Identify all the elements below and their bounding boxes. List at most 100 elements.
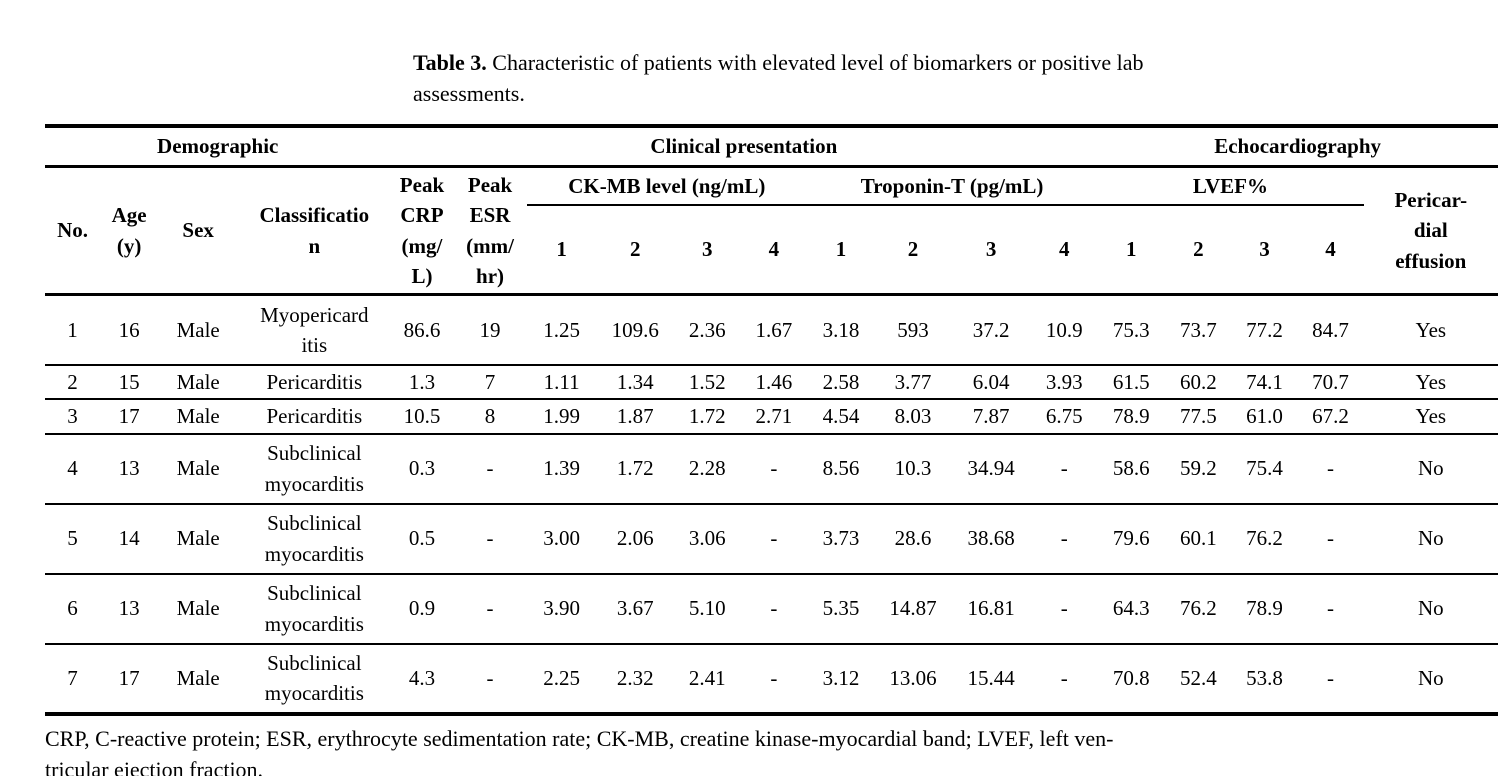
table-row: 6 13 Male Subclinical myocarditis 0.9 - 3.90 3.… xyxy=(45,574,1498,644)
table-cell: 86.6 xyxy=(403,317,441,342)
table-cell: 3 xyxy=(67,404,78,429)
table-cell: - xyxy=(1327,456,1335,481)
table-cell: 67.2 xyxy=(1312,404,1349,429)
table-cell: 10.5 xyxy=(403,404,441,429)
table-caption-label: Table 3. xyxy=(413,50,487,76)
table-cell: Pericarditis xyxy=(266,404,363,429)
table-cell: 38.68 xyxy=(967,526,1015,551)
column-header-no: No. xyxy=(57,218,88,243)
table-cell: Pericarditis xyxy=(266,369,363,394)
table-cell: 3.73 xyxy=(822,526,860,551)
table-caption: Table 3. Characteristic of patients with… xyxy=(413,16,1273,110)
table-cell: Male xyxy=(176,665,220,690)
table-cell: Male xyxy=(176,526,220,551)
table-cell: No xyxy=(1417,456,1444,481)
table-cell: 3.93 xyxy=(1045,369,1083,394)
table-cell: Subclinical myocarditis xyxy=(264,581,364,636)
timepoint-troponin-4: 4 xyxy=(1058,237,1070,262)
table-cell: 70.8 xyxy=(1112,665,1150,690)
group-header-row: Demographic Clinical presentation Echoca… xyxy=(45,126,1498,167)
table-cell: 60.1 xyxy=(1180,526,1217,551)
table-cell: 52.4 xyxy=(1180,665,1217,690)
table-cell: 58.6 xyxy=(1112,456,1150,481)
table-cell: 17 xyxy=(118,404,140,429)
column-header-peak-esr: Peak ESR (mm/ hr) xyxy=(466,172,514,289)
table-cell: 1.72 xyxy=(688,404,726,429)
table-cell: 13.06 xyxy=(889,665,937,690)
column-header-lvef: LVEF% xyxy=(1097,166,1364,206)
table-cell: 2.36 xyxy=(688,317,726,342)
table-cell: 2.25 xyxy=(543,665,580,690)
table-cell: 1.72 xyxy=(616,456,654,481)
table-cell: 3.18 xyxy=(822,317,860,342)
table-header: Demographic Clinical presentation Echoca… xyxy=(45,126,1498,295)
table-cell: - xyxy=(770,526,778,551)
table-cell: 78.9 xyxy=(1246,596,1283,621)
table-cell: 7 xyxy=(67,665,78,690)
table-cell: 75.3 xyxy=(1112,317,1150,342)
timepoint-lvef-4: 4 xyxy=(1325,237,1336,262)
table-cell: 75.4 xyxy=(1246,456,1283,481)
table-cell: 5.10 xyxy=(688,596,726,621)
table-row: 3 17 Male Pericarditis 10.5 8 1.99 1.87 1.72 2.71… xyxy=(45,399,1498,434)
table-row: 2 15 Male Pericarditis 1.3 7 1.11 1.34 1.52 1.46 2… xyxy=(45,365,1498,400)
table-cell: 2.58 xyxy=(822,369,860,394)
timepoint-lvef-2: 2 xyxy=(1193,237,1204,262)
table-cell: Male xyxy=(176,369,220,394)
table-cell: 1.34 xyxy=(616,369,654,394)
column-header-peak-crp: Peak CRP (mg/ L) xyxy=(399,172,445,289)
table-footnote: CRP, C-reactive protein; ESR, erythrocyt… xyxy=(45,725,1114,776)
table-cell: 59.2 xyxy=(1180,456,1217,481)
table-cell: 15.44 xyxy=(967,665,1015,690)
table-cell: Myopericard itis xyxy=(260,302,369,357)
table-cell: 1.87 xyxy=(616,404,654,429)
table-cell: 1.52 xyxy=(688,369,726,394)
table-cell: - xyxy=(1327,526,1335,551)
table-cell: 77.2 xyxy=(1246,317,1283,342)
table-cell: Male xyxy=(176,596,220,621)
table-cell: 74.1 xyxy=(1246,369,1283,394)
timepoint-ckmb-3: 3 xyxy=(702,237,713,262)
table-cell: 3.90 xyxy=(543,596,580,621)
timepoint-troponin-1: 1 xyxy=(835,237,847,262)
table-cell: - xyxy=(1060,456,1068,481)
table-cell: 3.12 xyxy=(822,665,860,690)
table-cell: 7.87 xyxy=(972,404,1010,429)
table-cell: 28.6 xyxy=(894,526,932,551)
table-cell: 7 xyxy=(484,369,496,394)
table-cell: 3.06 xyxy=(688,526,726,551)
column-header-ckmb: CK-MB level (ng/mL) xyxy=(526,166,807,206)
table-cell: Yes xyxy=(1415,369,1447,394)
table-row: 5 14 Male Subclinical myocarditis 0.5 - 3.00 2.… xyxy=(45,504,1498,574)
group-header-demographic: Demographic xyxy=(157,134,279,159)
group-header-echocardiography: Echocardiography xyxy=(1214,134,1382,159)
table-cell: 3.77 xyxy=(894,369,932,394)
table-cell: 593 xyxy=(897,317,929,342)
table-cell: 3.67 xyxy=(616,596,654,621)
table-cell: 64.3 xyxy=(1112,596,1150,621)
table-cell: 17 xyxy=(118,665,140,690)
table-cell: - xyxy=(770,596,778,621)
table-cell: - xyxy=(1060,596,1068,621)
table-cell: - xyxy=(1327,665,1335,690)
table-cell: 1.11 xyxy=(543,369,580,394)
table-cell: - xyxy=(770,456,778,481)
column-header-age: Age (y) xyxy=(111,203,147,258)
table-cell: 77.5 xyxy=(1180,404,1217,429)
patients-table: Demographic Clinical presentation Echoca… xyxy=(45,123,1498,716)
table-cell: Male xyxy=(176,404,220,429)
table-cell: Subclinical myocarditis xyxy=(264,441,364,496)
table-cell: 79.6 xyxy=(1112,526,1150,551)
table-cell: 4.3 xyxy=(408,665,436,690)
table-cell: 19 xyxy=(479,317,501,342)
table-cell: 84.7 xyxy=(1312,317,1349,342)
table-caption-text: Characteristic of patients with elevated… xyxy=(413,50,1144,107)
table-cell: 2.28 xyxy=(688,456,726,481)
table-cell: 6.75 xyxy=(1045,404,1083,429)
table-cell: 2.32 xyxy=(616,665,654,690)
table-cell: - xyxy=(486,456,494,481)
table-cell: 4 xyxy=(67,456,78,481)
timepoint-lvef-3: 3 xyxy=(1259,237,1270,262)
table-cell: 34.94 xyxy=(967,456,1015,481)
